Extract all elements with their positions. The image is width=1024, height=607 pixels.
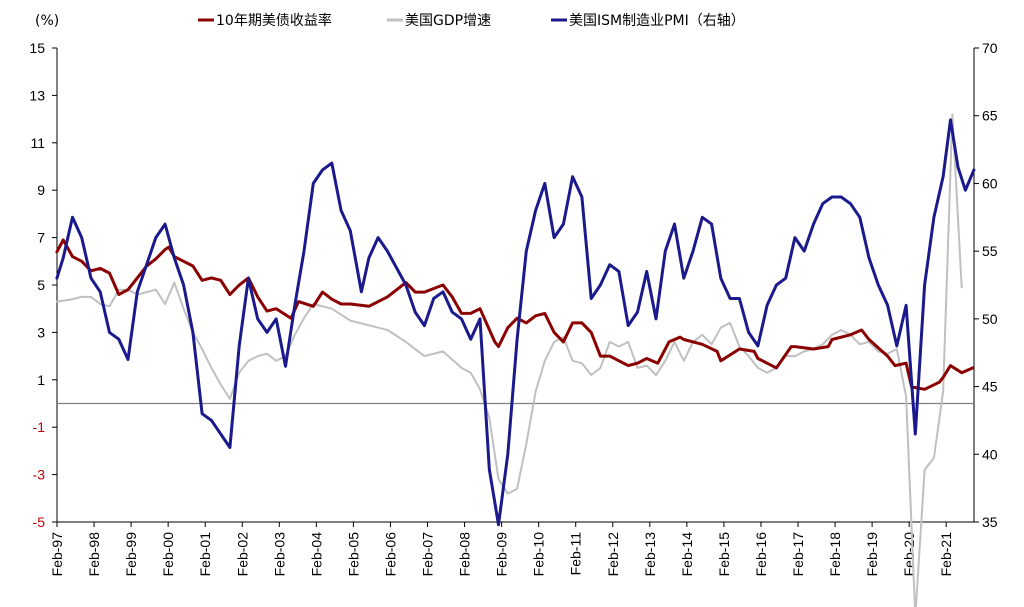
left-axis-unit: (%)	[35, 13, 59, 29]
left-tick-label: 15	[29, 40, 45, 56]
x-tick-label: Feb-97	[49, 532, 65, 577]
legend-label: 美国ISM制造业PMI（右轴）	[569, 13, 745, 29]
x-tick-label: Feb-20	[901, 532, 917, 577]
left-tick-label: 11	[30, 135, 45, 151]
x-tick-label: Feb-21	[938, 532, 954, 577]
right-tick-label: 70	[982, 40, 998, 56]
legend-label: 美国GDP增速	[405, 13, 491, 29]
right-tick-label: 60	[982, 175, 998, 191]
left-tick-label: 1	[37, 372, 45, 388]
x-tick-label: Feb-07	[420, 532, 436, 577]
left-tick-label: -1	[33, 419, 46, 435]
right-tick-label: 55	[982, 243, 998, 259]
x-tick-label: Feb-05	[345, 532, 361, 577]
right-tick-label: 45	[982, 379, 998, 395]
x-tick-label: Feb-03	[271, 532, 287, 577]
x-tick-label: Feb-06	[382, 532, 398, 577]
x-tick-label: Feb-18	[827, 532, 843, 577]
x-tick-label: Feb-00	[160, 532, 176, 577]
legend-label: 10年期美债收益率	[216, 12, 332, 29]
x-tick-label: Feb-16	[753, 532, 769, 577]
x-axis-ticks: Feb-97 Feb-98 Feb-99 Feb-00 Feb-01 Feb-02 Feb-…	[49, 522, 954, 576]
x-tick-label: Feb-14	[679, 532, 695, 577]
x-tick-label: Feb-11	[568, 532, 584, 576]
x-tick-label: Feb-98	[86, 532, 102, 577]
x-tick-label: Feb-09	[494, 532, 510, 577]
right-tick-label: 40	[982, 446, 998, 462]
right-axis-ticks: 70 65 60 55 50 45 40 35	[974, 40, 998, 530]
plot-area: 15 13 11 9 7 5 3 1 -1 -3 -5 70 65 60 55 50 45 40 35 Feb-9…	[29, 40, 998, 607]
right-tick-label: 35	[982, 514, 998, 530]
right-tick-label: 50	[982, 311, 998, 327]
series-line-0	[55, 238, 975, 391]
left-tick-label: -5	[33, 514, 46, 530]
x-tick-label: Feb-13	[642, 532, 658, 577]
left-tick-label: 9	[37, 182, 45, 198]
x-tick-label: Feb-01	[197, 532, 213, 577]
left-tick-label: -3	[33, 467, 46, 483]
x-tick-label: Feb-17	[790, 532, 806, 577]
right-tick-label: 65	[982, 108, 998, 124]
left-tick-label: 13	[29, 87, 45, 103]
legend: 10年期美债收益率 美国GDP增速 美国ISM制造业PMI（右轴）	[198, 12, 745, 29]
x-tick-label: Feb-10	[531, 532, 547, 577]
x-tick-label: Feb-12	[605, 532, 621, 577]
left-tick-label: 7	[37, 230, 45, 246]
series-group	[55, 113, 976, 607]
left-axis-ticks: 15 13 11 9 7 5 3 1 -1 -3 -5	[29, 40, 57, 530]
x-tick-label: Feb-04	[308, 532, 324, 577]
left-tick-label: 5	[37, 277, 45, 293]
x-tick-label: Feb-08	[457, 532, 473, 577]
left-tick-label: 3	[37, 324, 45, 340]
series-line-1	[55, 113, 963, 607]
x-tick-label: Feb-15	[716, 532, 732, 577]
x-tick-label: Feb-19	[864, 532, 880, 577]
x-tick-label: Feb-02	[234, 532, 250, 577]
series-line-2	[55, 118, 976, 527]
x-tick-label: Feb-99	[123, 532, 139, 577]
